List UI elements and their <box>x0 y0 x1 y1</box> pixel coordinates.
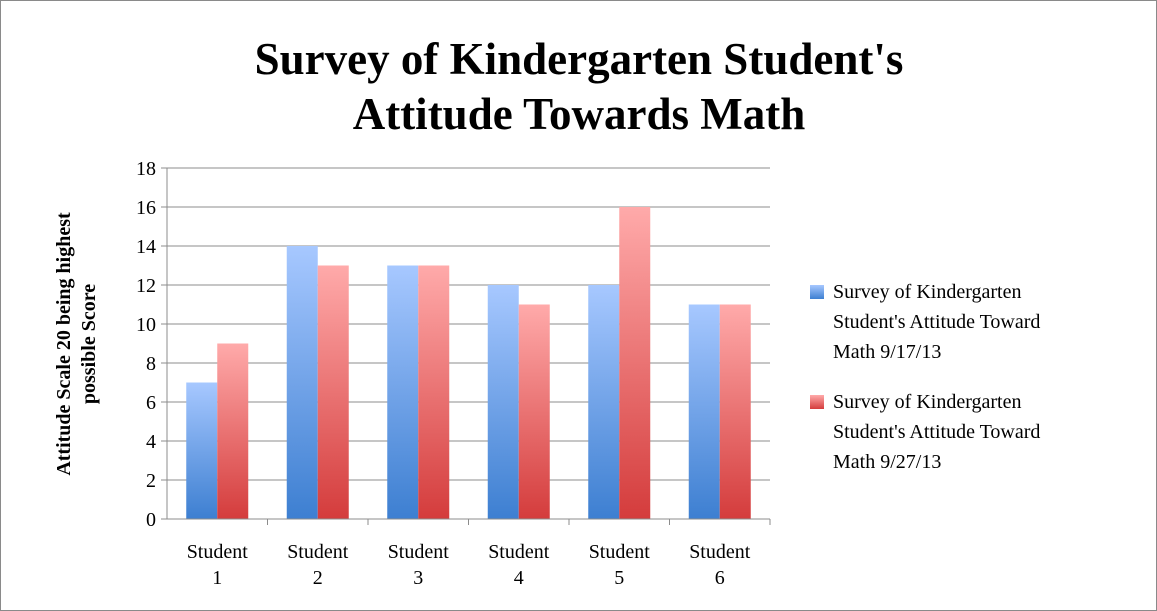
bar-series1-4 <box>487 285 519 519</box>
y-tick-label: 8 <box>146 353 156 375</box>
legend-swatch <box>810 395 824 409</box>
y-tick-label: 18 <box>136 158 156 180</box>
y-tick-label: 12 <box>136 275 156 297</box>
bar-series1-6 <box>688 304 720 519</box>
chart-title-line: Attitude Towards Math <box>353 89 806 139</box>
bar-series1-5 <box>588 285 620 519</box>
bar-series1-2 <box>286 246 318 519</box>
y-tick-label: 2 <box>146 470 156 492</box>
bar-series2-6 <box>719 304 751 519</box>
legend-label: Survey of Kindergarten Student's Attitude… <box>833 391 1040 473</box>
legend-swatch <box>810 285 824 299</box>
bar-series1-1 <box>186 382 218 519</box>
y-tick-label: 16 <box>136 197 156 219</box>
legend-item-2: Survey of Kindergarten Student's Attitude… <box>810 391 1040 473</box>
gridlines <box>161 167 770 520</box>
x-tick-labels: Student 1 Student 2 Student 3 Student 4 Student 5… <box>187 541 751 589</box>
bars <box>186 207 751 519</box>
y-tick-label: 6 <box>146 392 156 414</box>
y-tick-label: 14 <box>136 236 156 258</box>
x-tick-label: Student 2 <box>287 541 349 589</box>
legend: Survey of Kindergarten Student's Attitude… <box>810 281 1040 473</box>
bar-series2-4 <box>518 304 550 519</box>
x-tick-label: Student 4 <box>488 541 550 589</box>
legend-label: Survey of Kindergarten Student's Attitude… <box>833 281 1040 363</box>
chart-title: Survey of Kindergarten Student'sAttitude… <box>255 34 904 139</box>
axes <box>166 168 771 525</box>
y-axis-label: Attitude Scale 20 being highest possible … <box>53 212 100 476</box>
y-axis-title: Attitude Scale 20 being highest possible … <box>53 212 100 476</box>
x-tick-label: Student 5 <box>589 541 651 589</box>
y-tick-label: 0 <box>146 509 156 531</box>
bar-series2-2 <box>317 265 349 519</box>
y-tick-label: 10 <box>136 314 156 336</box>
x-tick-label: Student 1 <box>187 541 249 589</box>
bar-series2-5 <box>619 207 651 519</box>
bar-series1-3 <box>387 265 419 519</box>
legend-item-1: Survey of Kindergarten Student's Attitude… <box>810 281 1040 363</box>
x-tick-label: Student 6 <box>689 541 751 589</box>
y-tick-labels: 0 2 4 6 8 10 12 14 16 18 <box>136 158 156 531</box>
chart-title-line: Survey of Kindergarten Student's <box>255 34 904 84</box>
x-tick-label: Student 3 <box>388 541 450 589</box>
y-tick-label: 4 <box>146 431 156 453</box>
bar-series2-1 <box>217 343 249 519</box>
bar-series2-3 <box>418 265 450 519</box>
